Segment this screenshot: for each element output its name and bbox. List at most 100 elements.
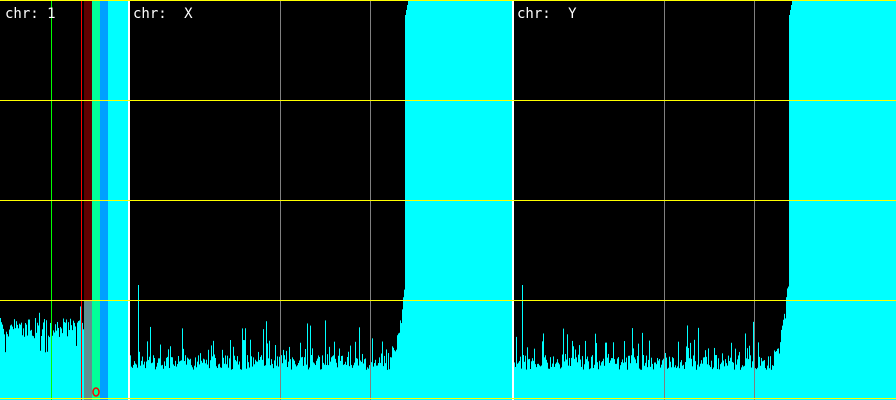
coverage-bar — [675, 365, 676, 400]
coverage-bar — [777, 348, 778, 400]
coverage-bar — [132, 367, 133, 400]
coverage-bar — [692, 366, 693, 400]
coverage-bar — [273, 368, 274, 400]
grid-horizontal — [0, 100, 896, 101]
coverage-bar — [169, 368, 170, 400]
coverage-bar — [576, 357, 577, 400]
coverage-bar — [604, 365, 605, 400]
coverage-bar — [64, 322, 65, 400]
coverage-bar — [73, 320, 74, 400]
coverage-bar — [173, 364, 174, 400]
coverage-bar — [325, 320, 326, 400]
coverage-bar — [52, 335, 53, 400]
coverage-bar — [518, 362, 519, 400]
coverage-bar — [269, 340, 270, 400]
coverage-bar — [257, 361, 258, 400]
coverage-bar — [711, 360, 712, 400]
coverage-bar — [17, 324, 18, 400]
coverage-bar — [693, 355, 694, 400]
coverage-bar — [202, 362, 203, 400]
coverage-bar — [9, 329, 10, 400]
coverage-bar — [376, 365, 377, 400]
coverage-bar — [248, 362, 249, 400]
coverage-bar — [756, 369, 757, 400]
coverage-bar — [565, 353, 566, 400]
coverage-bar — [219, 363, 220, 400]
coverage-bar — [781, 329, 782, 400]
coverage-bar — [578, 354, 579, 400]
coverage-bar — [387, 369, 388, 400]
coverage-bar — [401, 323, 402, 400]
coverage-bar — [734, 369, 735, 400]
coverage-bar — [142, 356, 143, 400]
coverage-bar — [789, 15, 790, 400]
coverage-bar — [625, 362, 626, 400]
coverage-bar — [213, 340, 214, 400]
coverage-bar — [600, 365, 601, 400]
coverage-bar — [59, 336, 60, 400]
coverage-bar — [150, 326, 151, 400]
coverage-bar — [623, 362, 624, 400]
coverage-bar — [629, 355, 630, 400]
coverage-bar — [391, 357, 392, 400]
coverage-bar — [347, 356, 348, 400]
coverage-bar — [288, 361, 289, 400]
coverage-bar — [359, 327, 360, 400]
coverage-bar — [747, 348, 748, 400]
coverage-bar — [250, 339, 251, 400]
coverage-bar — [702, 363, 703, 400]
coverage-bar — [736, 364, 737, 400]
coverage-bar — [18, 328, 19, 400]
coverage-bar — [640, 369, 641, 400]
coverage-bar — [743, 366, 744, 400]
coverage-bar — [553, 356, 554, 400]
coverage-bar — [684, 368, 685, 400]
coverage-bar — [44, 319, 45, 400]
coverage-bar — [300, 342, 301, 400]
coverage-bar — [377, 365, 378, 400]
coverage-bar — [140, 365, 141, 400]
coverage-bar — [231, 369, 232, 400]
coverage-bar — [658, 360, 659, 400]
coverage-bar — [320, 369, 321, 400]
coverage-bar — [617, 358, 618, 400]
coverage-bar — [53, 330, 54, 400]
coverage-bar — [62, 333, 63, 400]
coverage-bar — [293, 359, 294, 400]
coverage-bar — [761, 357, 762, 400]
coverage-bar — [726, 363, 727, 400]
coverage-bar — [790, 10, 791, 400]
coverage-bar — [601, 362, 602, 400]
coverage-bar — [751, 367, 752, 400]
coverage-bar — [285, 359, 286, 400]
coverage-bar — [136, 364, 137, 400]
coverage-bar — [725, 359, 726, 400]
coverage-bar — [648, 359, 649, 400]
coverage-bar — [221, 367, 222, 400]
coverage-bar — [406, 10, 407, 400]
coverage-bar — [338, 355, 339, 400]
coverage-bar — [286, 350, 287, 400]
coverage-bar — [742, 365, 743, 400]
coverage-bar — [30, 330, 31, 400]
coverage-bar — [514, 362, 515, 400]
coverage-bar — [282, 363, 283, 400]
coverage-bar — [239, 361, 240, 400]
coverage-bar — [177, 364, 178, 400]
coverage-bar — [208, 349, 209, 400]
coverage-bar — [750, 355, 751, 400]
coverage-bar — [47, 351, 48, 400]
coverage-bar — [655, 362, 656, 400]
coverage-bar — [714, 347, 715, 400]
coverage-bar — [165, 365, 166, 400]
coverage-bar — [297, 365, 298, 400]
coverage-bar — [333, 355, 334, 400]
coverage-bar — [686, 346, 687, 400]
coverage-bar — [539, 365, 540, 400]
coverage-bar — [520, 356, 521, 400]
coverage-bar — [147, 341, 148, 400]
coverage-bar — [276, 365, 277, 400]
coverage-bar — [66, 319, 67, 400]
coverage-bar — [363, 363, 364, 400]
coverage-bar — [709, 365, 710, 400]
